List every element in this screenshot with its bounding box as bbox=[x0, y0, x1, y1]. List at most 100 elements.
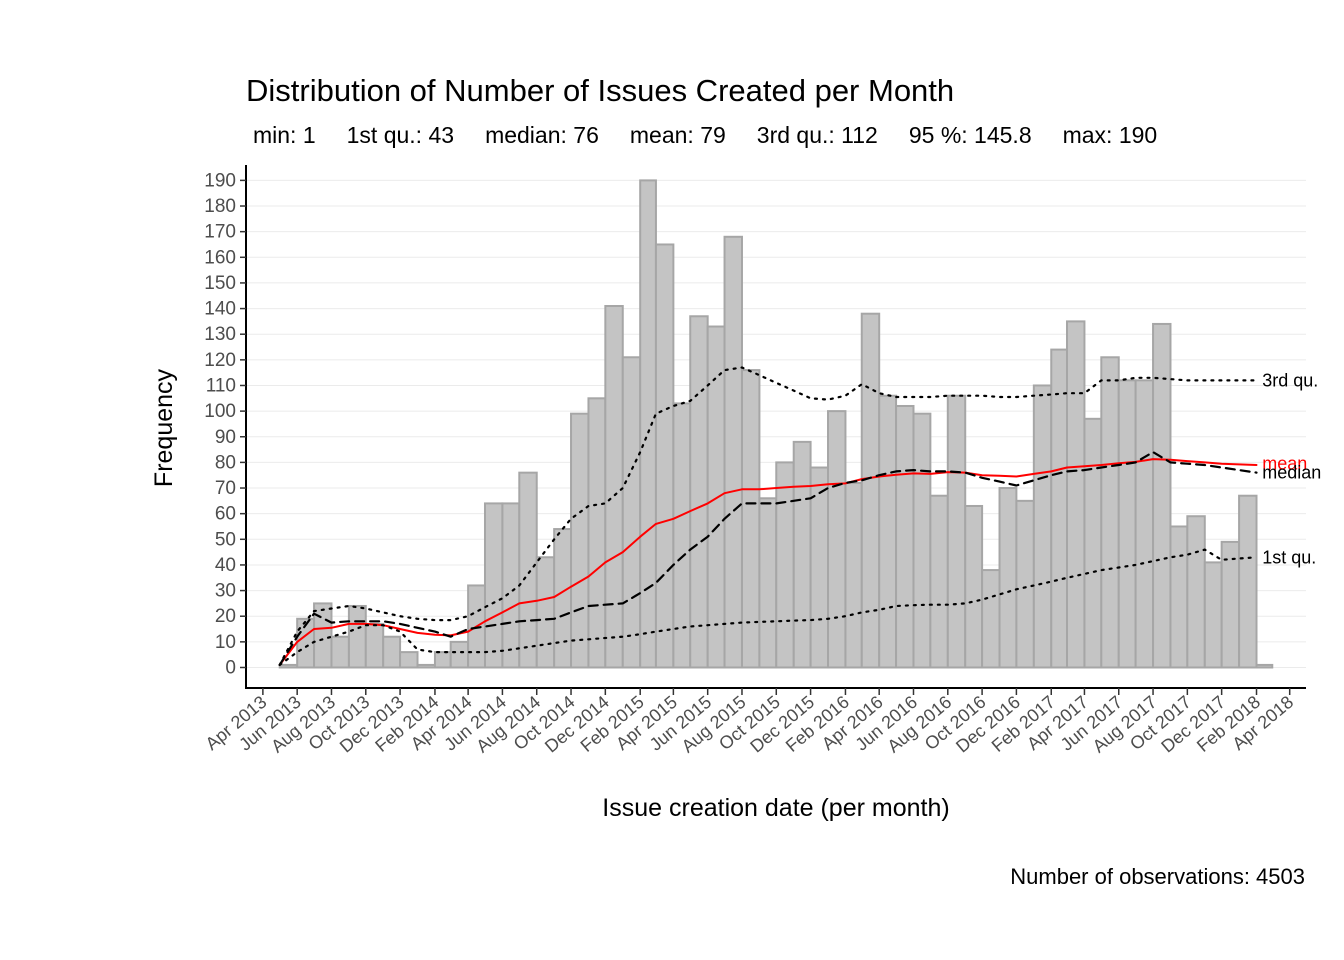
bar bbox=[878, 394, 898, 669]
bar bbox=[1220, 540, 1241, 669]
bar bbox=[1203, 561, 1223, 669]
bar bbox=[792, 440, 812, 669]
bar bbox=[278, 663, 299, 669]
bar bbox=[433, 651, 452, 669]
bar bbox=[535, 556, 556, 669]
y-tick-label: 190 bbox=[204, 170, 236, 191]
series-line-1st-qu- bbox=[278, 548, 1258, 667]
line-label: median bbox=[1262, 463, 1321, 483]
y-tick-label: 90 bbox=[215, 427, 236, 448]
bar bbox=[449, 640, 470, 669]
bar bbox=[1100, 356, 1120, 669]
bar bbox=[1238, 494, 1258, 669]
y-axis-title: Frequency bbox=[150, 368, 178, 487]
bar bbox=[399, 651, 419, 669]
line-label: 3rd qu. bbox=[1262, 370, 1318, 390]
bar bbox=[1015, 499, 1035, 669]
bar bbox=[382, 635, 402, 669]
line-label: mean bbox=[1262, 454, 1307, 474]
bar bbox=[416, 663, 436, 669]
bar bbox=[1050, 348, 1069, 669]
bars bbox=[278, 179, 1274, 669]
caption: Number of observations: 4503 bbox=[1010, 864, 1305, 889]
series-lines bbox=[278, 366, 1258, 667]
y-tick-label: 0 bbox=[225, 657, 236, 678]
y-tick-label: 30 bbox=[215, 581, 236, 602]
bar bbox=[1032, 384, 1053, 669]
y-tick-label: 110 bbox=[206, 375, 236, 396]
bar bbox=[347, 604, 367, 669]
bar bbox=[1169, 525, 1189, 669]
bar bbox=[964, 504, 984, 669]
y-tick-label: 100 bbox=[204, 401, 236, 422]
subtitle-stat: min: 1 bbox=[253, 122, 316, 148]
y-tick-label: 40 bbox=[215, 555, 236, 576]
y-tick-label: 160 bbox=[204, 247, 236, 268]
y-tick-label: 120 bbox=[204, 350, 236, 371]
bar bbox=[827, 410, 847, 669]
subtitle-stat: 3rd qu.: 112 bbox=[757, 122, 878, 148]
bar bbox=[587, 397, 607, 669]
bar bbox=[364, 622, 385, 669]
bar bbox=[998, 487, 1018, 669]
y-tick-label: 170 bbox=[204, 222, 236, 243]
subtitle-stat: 1st qu.: 43 bbox=[347, 122, 454, 148]
y-ticks: 0 10 20 30 40 50 60 70 80 90 100 110 120 130 140 150 160… bbox=[204, 170, 246, 678]
line-label: 1st qu. bbox=[1262, 547, 1316, 567]
subtitle-stat: max: 190 bbox=[1063, 122, 1158, 148]
bar bbox=[1066, 320, 1086, 669]
y-tick-label: 180 bbox=[204, 196, 236, 217]
bar bbox=[553, 528, 573, 669]
bar bbox=[929, 494, 949, 669]
bar bbox=[483, 502, 504, 669]
bar bbox=[604, 305, 624, 669]
bar bbox=[330, 635, 350, 669]
y-tick-label: 60 bbox=[215, 504, 236, 525]
series-line-3rd-qu- bbox=[278, 366, 1258, 667]
chart-title: Distribution of Number of Issues Created… bbox=[246, 73, 954, 108]
y-tick-label: 50 bbox=[215, 529, 236, 550]
x-axis-title: Issue creation date (per month) bbox=[602, 794, 949, 822]
bar bbox=[518, 471, 538, 669]
bar bbox=[1152, 322, 1172, 669]
bar bbox=[313, 602, 333, 669]
y-tick-label: 70 bbox=[215, 478, 236, 499]
subtitle-stat: median: 76 bbox=[485, 122, 599, 148]
gridlines bbox=[246, 179, 1306, 668]
bar bbox=[654, 243, 675, 669]
bar bbox=[946, 394, 967, 669]
subtitle-stat: mean: 79 bbox=[630, 122, 726, 148]
bar bbox=[570, 412, 590, 669]
y-tick-label: 80 bbox=[215, 452, 236, 473]
bar bbox=[775, 461, 795, 669]
bar bbox=[639, 179, 657, 669]
y-tick-label: 140 bbox=[204, 299, 236, 320]
axes bbox=[245, 165, 1306, 689]
bar bbox=[723, 235, 743, 669]
bar bbox=[689, 315, 709, 669]
bar bbox=[860, 312, 881, 669]
series-line-median bbox=[278, 451, 1258, 667]
subtitle-stat: 95 %: 145.8 bbox=[909, 122, 1032, 148]
bar bbox=[621, 356, 642, 669]
chart-subtitle: min: 1 1st qu.: 43 median: 76 mean: 79 3rd q… bbox=[253, 122, 1157, 148]
bar bbox=[1186, 515, 1206, 669]
bar bbox=[1255, 663, 1274, 669]
y-tick-label: 20 bbox=[215, 606, 236, 627]
bar bbox=[895, 404, 915, 669]
bar bbox=[706, 325, 726, 669]
bar bbox=[758, 497, 778, 669]
bar bbox=[1117, 379, 1137, 669]
y-tick-label: 130 bbox=[204, 324, 236, 345]
y-tick-label: 10 bbox=[215, 632, 236, 653]
bar bbox=[1134, 379, 1155, 669]
bar bbox=[912, 412, 932, 669]
bar bbox=[1083, 417, 1103, 669]
bar bbox=[844, 481, 863, 669]
bar bbox=[981, 569, 1001, 669]
bar bbox=[501, 502, 521, 669]
y-tick-label: 150 bbox=[204, 273, 236, 294]
